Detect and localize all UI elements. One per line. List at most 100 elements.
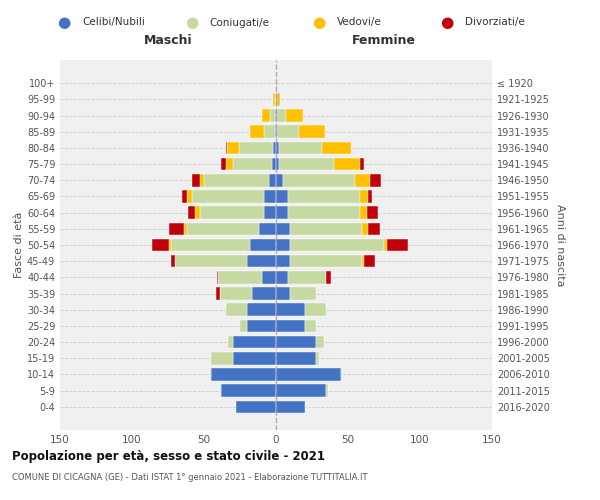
Bar [276,336,316,348]
Bar [276,158,279,170]
Bar [211,368,276,381]
Bar [276,352,316,364]
Bar [250,126,265,138]
Bar [275,109,276,122]
Bar [276,384,326,397]
Bar [188,206,196,219]
Bar [247,320,276,332]
Bar [239,142,273,154]
Bar [259,222,276,235]
Bar [171,255,175,268]
Bar [200,206,265,219]
Bar [276,174,283,186]
Bar [193,190,265,203]
Bar [299,126,325,138]
Bar [221,158,226,170]
Bar [367,206,378,219]
Bar [272,158,276,170]
Bar [279,142,322,154]
Bar [196,206,200,219]
Bar [370,174,381,186]
Bar [251,287,276,300]
Bar [322,142,351,154]
Bar [305,304,326,316]
Bar [290,287,316,300]
Bar [326,384,328,397]
Bar [211,352,233,364]
Bar [287,271,326,283]
Bar [362,222,368,235]
Bar [276,109,277,122]
Bar [287,206,359,219]
Bar [169,222,184,235]
Bar [279,158,334,170]
Bar [226,158,233,170]
Bar [270,109,275,122]
Bar [286,109,304,122]
Bar [184,222,187,235]
Bar [277,126,299,138]
Text: ●: ● [185,15,198,30]
Bar [240,320,247,332]
Bar [276,400,305,413]
Bar [276,126,277,138]
Bar [187,190,193,203]
Text: ●: ● [58,15,71,30]
Text: Divorziati/e: Divorziati/e [464,18,524,28]
Bar [265,190,276,203]
Bar [368,222,380,235]
Bar [368,190,373,203]
Bar [276,142,279,154]
Bar [359,206,367,219]
Bar [355,174,370,186]
Bar [217,271,218,283]
Bar [193,174,200,186]
Bar [220,384,221,397]
Bar [247,304,276,316]
Bar [204,174,269,186]
Bar [276,287,290,300]
Bar [359,190,368,203]
Text: ●: ● [440,15,453,30]
Bar [269,174,276,186]
Bar [276,304,305,316]
Bar [277,109,286,122]
Text: Femmine: Femmine [352,34,416,48]
Bar [262,271,276,283]
Bar [326,271,331,283]
Bar [233,352,276,364]
Text: Vedovi/e: Vedovi/e [337,18,382,28]
Bar [290,222,362,235]
Bar [359,158,364,170]
Bar [215,287,220,300]
Bar [276,77,277,90]
Text: Maschi: Maschi [143,34,193,48]
Bar [276,271,287,283]
Bar [273,93,275,106]
Bar [265,126,275,138]
Bar [262,109,270,122]
Bar [334,158,359,170]
Text: Popolazione per età, sesso e stato civile - 2021: Popolazione per età, sesso e stato civil… [12,450,325,463]
Bar [276,320,305,332]
Bar [364,255,376,268]
Bar [171,238,250,252]
Bar [175,255,247,268]
Text: ●: ● [313,15,326,30]
Bar [218,271,262,283]
Bar [220,287,251,300]
Text: COMUNE DI CICAGNA (GE) - Dati ISTAT 1° gennaio 2021 - Elaborazione TUTTITALIA.IT: COMUNE DI CICAGNA (GE) - Dati ISTAT 1° g… [12,472,367,482]
Bar [226,142,227,154]
Bar [276,93,277,106]
Text: Celibi/Nubili: Celibi/Nubili [82,18,145,28]
Bar [250,238,276,252]
Text: Coniugati/e: Coniugati/e [209,18,269,28]
Bar [200,174,204,186]
Bar [229,336,233,348]
Bar [152,238,169,252]
Bar [187,222,259,235]
Bar [290,238,384,252]
Bar [275,126,276,138]
Bar [287,190,359,203]
Bar [275,93,276,106]
